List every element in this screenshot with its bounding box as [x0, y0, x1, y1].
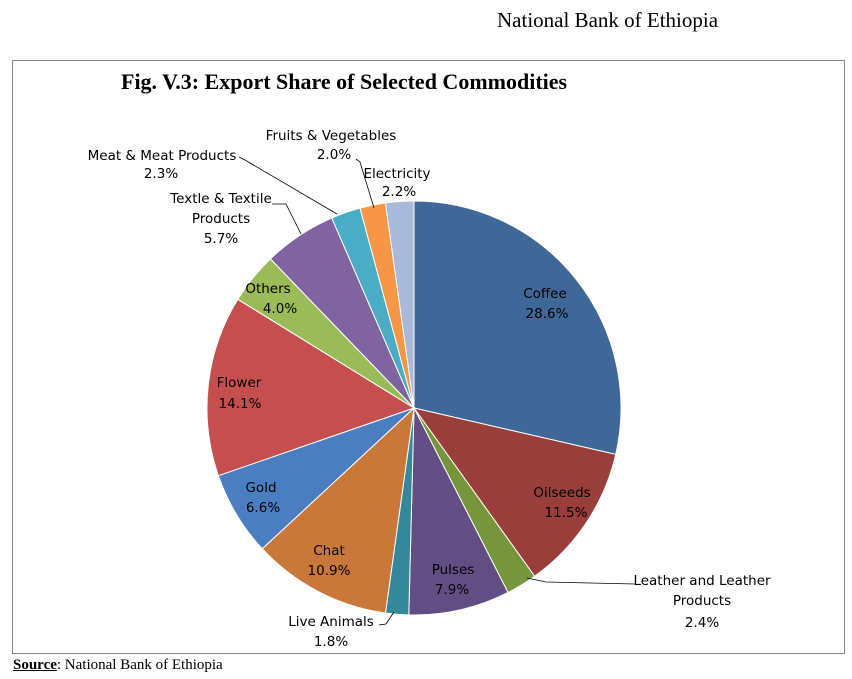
leader-line — [526, 577, 636, 585]
slice-name-fruits-vegetables: Fruits & Vegetables — [266, 128, 397, 144]
slice-name-flower: Flower — [217, 375, 262, 391]
leader-line — [272, 203, 302, 235]
pie-slice-chat — [261, 406, 415, 614]
source-note: Source: National Bank of Ethiopia — [13, 657, 223, 674]
slice-value-coffee: 28.6% — [526, 306, 569, 322]
slice-value-electricity: 2.2% — [382, 184, 416, 200]
source-text: : National Bank of Ethiopia — [56, 657, 223, 673]
pie-slice-electricity — [384, 200, 415, 409]
slice-value-live-animals: 1.8% — [314, 634, 348, 650]
leader-line — [378, 611, 395, 626]
slice-name-electricity: Electricity — [363, 166, 430, 182]
pie-slice-flower — [206, 298, 416, 477]
slice-name-textle-textile-products: Textle & Textile — [169, 191, 272, 207]
slice-name-coffee: Coffee — [523, 286, 567, 302]
slice-name-chat: Chat — [313, 543, 345, 559]
pie-slice-oilseeds — [412, 407, 617, 577]
header-org-name: National Bank of Ethiopia — [497, 8, 719, 32]
slice-name-gold: Gold — [245, 480, 276, 496]
pie-slice-coffee — [413, 200, 622, 456]
source-label: Source — [13, 657, 57, 673]
slice-name-live-animals: Live Animals — [288, 614, 374, 630]
slice-value-flower: 14.1% — [219, 396, 262, 412]
slice-value-gold: 6.6% — [246, 500, 280, 516]
leader-line — [238, 156, 338, 215]
slice-name-pulses: Pulses — [432, 562, 475, 578]
slice-value-oilseeds: 11.5% — [545, 505, 588, 521]
pie-slice-pulses — [408, 407, 509, 616]
slice-name-oilseeds: Oilseeds — [533, 485, 590, 501]
slice-name-leather-and-leather-products: Leather and Leather — [633, 573, 771, 589]
slice-value-chat: 10.9% — [308, 563, 351, 579]
slice-value-fruits-vegetables: 2.0% — [317, 147, 351, 163]
slice-value-leather-and-leather-products: 2.4% — [685, 615, 719, 631]
slice-value-textle-textile-products: 5.7% — [204, 231, 238, 247]
slice-name-others: Others — [245, 281, 290, 297]
chart-frame — [12, 60, 845, 654]
slice-name-textle-textile-products: Products — [192, 211, 250, 227]
slice-value-pulses: 7.9% — [435, 582, 469, 598]
slice-value-meat-meat-products: 2.3% — [144, 166, 178, 182]
slice-name-meat-meat-products: Meat & Meat Products — [88, 148, 237, 164]
slice-value-others: 4.0% — [263, 301, 297, 317]
leader-line — [355, 158, 375, 209]
chart-title: Fig. V.3: Export Share of Selected Commo… — [121, 69, 568, 94]
slice-name-leather-and-leather-products: Products — [673, 593, 731, 609]
